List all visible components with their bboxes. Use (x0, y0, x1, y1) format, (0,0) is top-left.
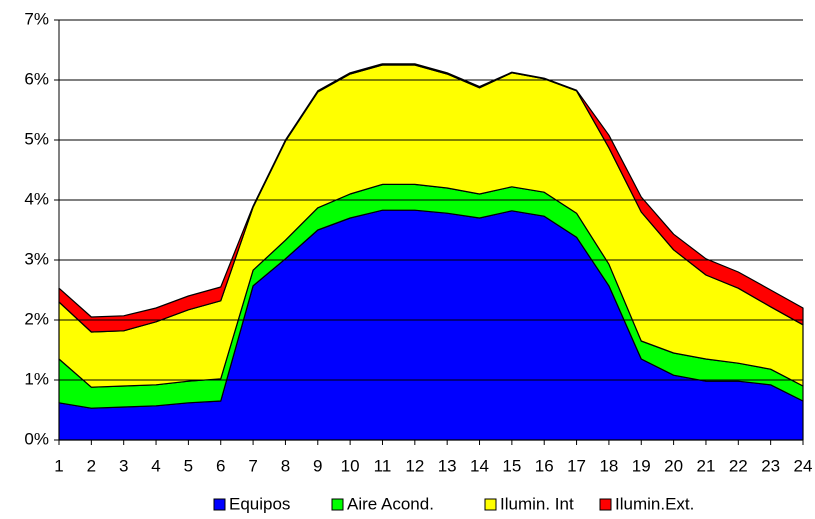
x-tick-label: 5 (184, 456, 193, 475)
legend-swatch (484, 498, 497, 511)
x-tick-label: 11 (374, 456, 392, 475)
x-tick-label: 20 (664, 456, 683, 475)
legend-swatch (213, 498, 226, 511)
x-tick-label: 16 (535, 456, 554, 475)
x-tick-label: 22 (729, 456, 748, 475)
y-tick-label: 2% (24, 309, 49, 328)
legend-swatch (599, 498, 612, 511)
y-tick-label: 4% (24, 189, 49, 208)
legend-label: Ilumin.Ext. (615, 494, 694, 513)
legend-label: Equipos (229, 494, 290, 513)
x-tick-label: 19 (632, 456, 651, 475)
x-tick-label: 18 (599, 456, 618, 475)
x-tick-label: 17 (567, 456, 586, 475)
x-tick-label: 24 (794, 456, 813, 475)
y-tick-label: 0% (24, 429, 49, 448)
x-tick-label: 14 (470, 456, 489, 475)
area (58, 63, 804, 333)
x-tick-label: 13 (438, 456, 457, 475)
x-tick-label: 15 (502, 456, 521, 475)
legend-swatch (331, 498, 344, 511)
x-tick-label: 9 (313, 456, 322, 475)
x-tick-label: 4 (151, 456, 160, 475)
y-tick-label: 3% (24, 249, 49, 268)
x-tick-label: 7 (248, 456, 257, 475)
y-tick-label: 1% (24, 369, 49, 388)
x-tick-label: 12 (405, 456, 424, 475)
legend-label: Ilumin. Int (500, 494, 574, 513)
x-tick-label: 8 (281, 456, 290, 475)
legend-label: Aire Acond. (347, 494, 434, 513)
x-tick-label: 3 (119, 456, 128, 475)
x-tick-label: 6 (216, 456, 225, 475)
x-tick-label: 1 (54, 456, 63, 475)
y-tick-label: 7% (24, 9, 49, 28)
x-tick-label: 21 (696, 456, 715, 475)
y-tick-label: 6% (24, 69, 49, 88)
x-tick-label: 23 (761, 456, 780, 475)
x-tick-label: 10 (341, 456, 360, 475)
y-tick-label: 5% (24, 129, 49, 148)
x-tick-label: 2 (87, 456, 96, 475)
